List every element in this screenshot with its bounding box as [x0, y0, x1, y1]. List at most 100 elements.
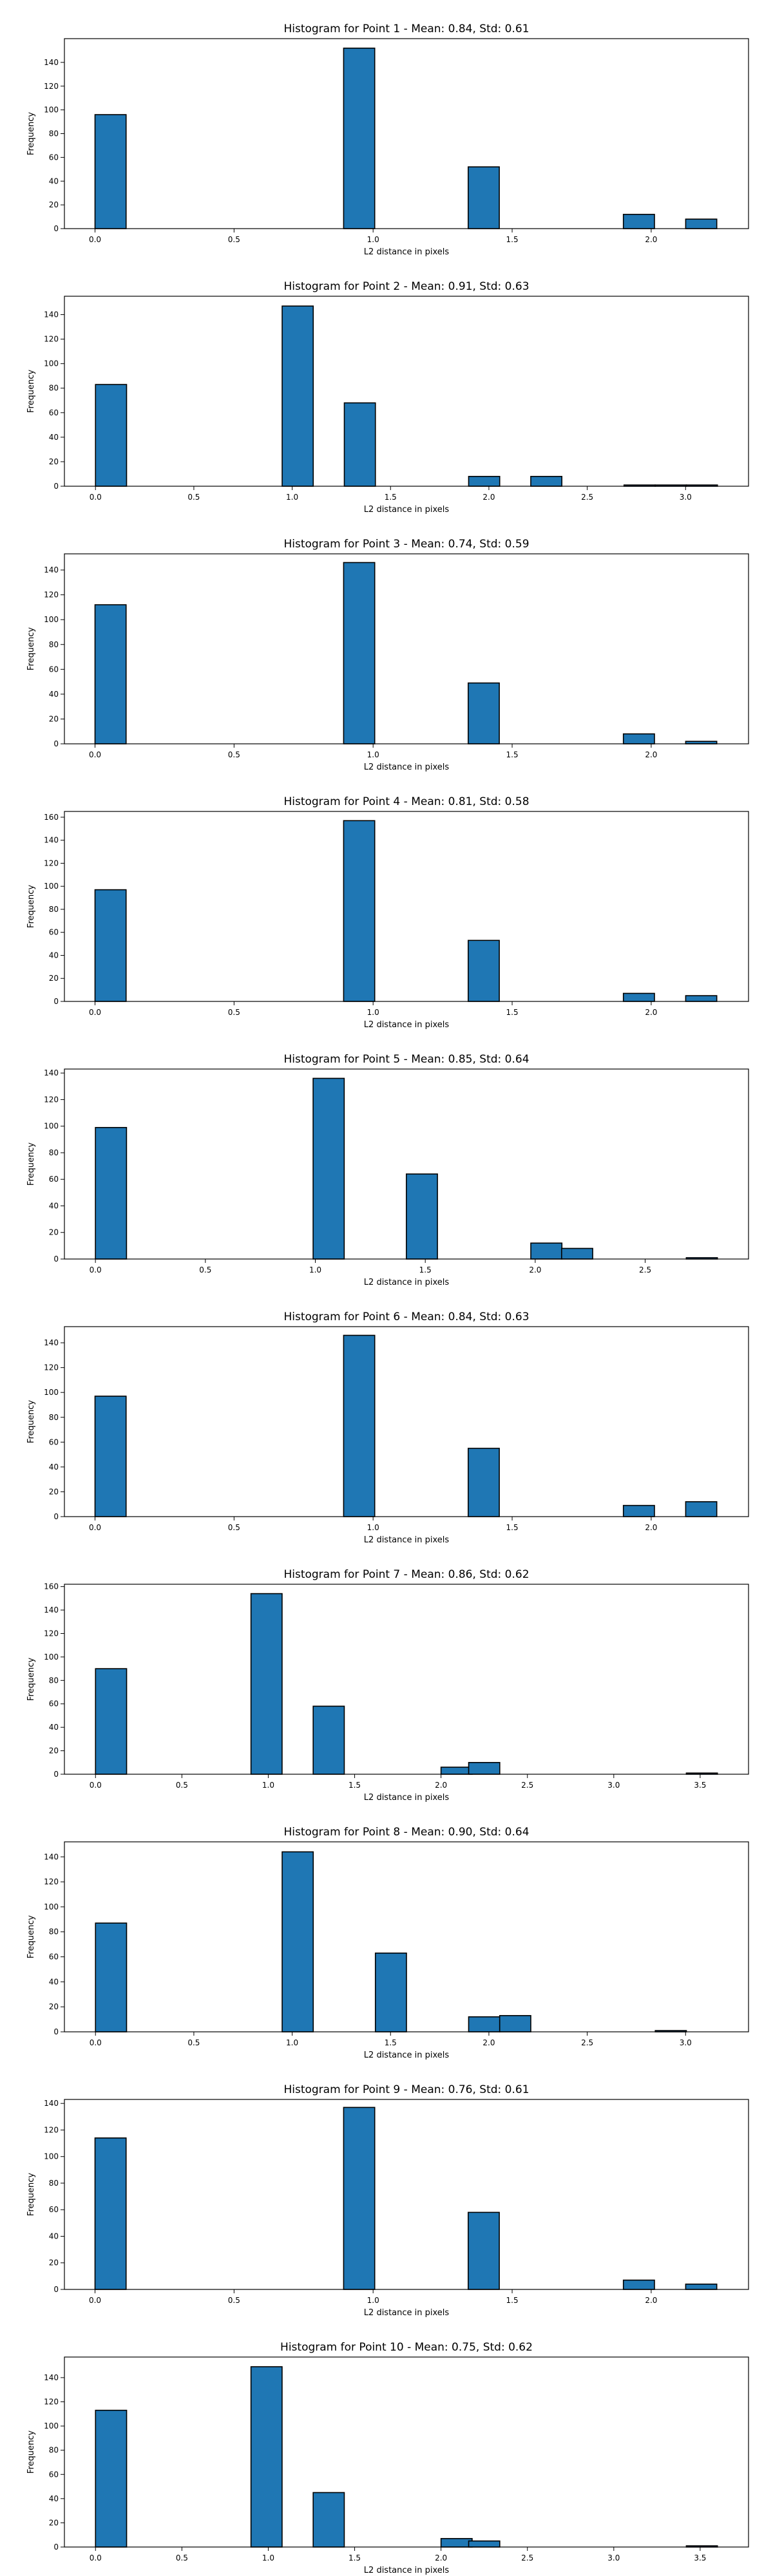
histogram-bar [468, 2016, 501, 2032]
plot-frame [64, 38, 749, 229]
y-tick-label: 0 [53, 739, 59, 748]
plot-frame [64, 2356, 749, 2548]
histogram-bar [622, 2279, 655, 2290]
y-tick-label: 120 [44, 1363, 59, 1372]
histogram-panel-9: Histogram for Point 9 - Mean: 0.76, Std:… [26, 2083, 749, 2318]
x-axis-label: L2 distance in pixels [364, 1793, 450, 1803]
x-tick-label: 1.0 [286, 493, 298, 502]
histogram-bar [468, 682, 500, 744]
y-tick-label: 140 [44, 1852, 59, 1861]
y-tick-label: 140 [44, 1605, 59, 1615]
y-tick-label: 100 [44, 1653, 59, 1662]
y-tick-label: 100 [44, 2421, 59, 2430]
y-tick-label: 100 [44, 1388, 59, 1397]
plot-frame [64, 1841, 749, 2032]
x-tick-label: 2.0 [645, 235, 657, 244]
histogram-bar [95, 1668, 128, 1775]
y-tick-label: 120 [44, 82, 59, 91]
x-axis-label: L2 distance in pixels [364, 505, 450, 515]
histogram-bar [622, 214, 655, 229]
histogram-bar [685, 218, 718, 229]
y-tick-label: 20 [49, 974, 59, 983]
y-tick-label: 60 [49, 2205, 59, 2214]
y-tick-label: 80 [49, 2179, 59, 2188]
x-tick-label: 1.5 [385, 2038, 397, 2047]
y-tick-label: 80 [49, 1927, 59, 1937]
x-axis-label: L2 distance in pixels [364, 1535, 450, 1545]
y-tick-label: 80 [49, 384, 59, 393]
y-tick-label: 20 [49, 1487, 59, 1496]
chart-title: Histogram for Point 9 - Mean: 0.76, Std:… [283, 2083, 529, 2096]
histogram-bar [312, 1077, 345, 1260]
y-tick-label: 120 [44, 591, 59, 600]
y-tick-label: 40 [49, 1201, 59, 1210]
x-tick-label: 3.0 [680, 493, 692, 502]
histogram-panel-5: Histogram for Point 5 - Mean: 0.85, Std:… [26, 1053, 749, 1287]
x-tick-label: 0.5 [176, 1781, 188, 1790]
x-tick-label: 0.0 [89, 1008, 101, 1017]
x-tick-label: 0.0 [89, 235, 101, 244]
histogram-bar [622, 733, 655, 744]
y-axis-label: Frequency [26, 370, 36, 413]
chart-title: Histogram for Point 6 - Mean: 0.84, Std:… [283, 1311, 529, 1323]
y-tick-label: 0 [53, 1512, 59, 1521]
x-tick-label: 2.0 [435, 1781, 447, 1790]
x-tick-label: 1.5 [385, 493, 397, 502]
chart-title: Histogram for Point 2 - Mean: 0.91, Std:… [283, 280, 529, 293]
y-tick-label: 140 [44, 58, 59, 67]
x-tick-label: 0.0 [89, 750, 101, 759]
histogram-bar [312, 1705, 345, 1775]
y-tick-label: 40 [49, 1723, 59, 1732]
plot-frame [64, 1584, 749, 1775]
y-tick-label: 20 [49, 2259, 59, 2268]
histogram-bar [622, 992, 655, 1002]
y-tick-label: 20 [49, 457, 59, 466]
y-tick-label: 100 [44, 359, 59, 368]
y-tick-label: 0 [53, 2027, 59, 2036]
y-tick-label: 80 [49, 1676, 59, 1685]
histogram-bar [440, 2538, 473, 2548]
x-tick-label: 0.0 [90, 2038, 102, 2047]
chart-title: Histogram for Point 10 - Mean: 0.75, Std… [280, 2341, 533, 2354]
x-tick-label: 1.5 [506, 1008, 519, 1017]
histogram-panel-10: Histogram for Point 10 - Mean: 0.75, Std… [26, 2341, 749, 2575]
x-axis-label: L2 distance in pixels [364, 2308, 450, 2318]
x-tick-label: 1.0 [367, 2296, 379, 2305]
x-tick-label: 1.5 [506, 235, 519, 244]
histogram-bar [343, 47, 376, 229]
histogram-bar [94, 1396, 127, 1517]
histogram-bar [95, 384, 128, 487]
x-tick-label: 1.0 [262, 2553, 274, 2562]
histogram-bar [343, 402, 376, 487]
x-tick-label: 1.5 [506, 1523, 519, 1532]
histogram-bar [250, 1593, 283, 1775]
x-tick-label: 1.5 [506, 2296, 519, 2305]
y-tick-label: 0 [53, 997, 59, 1006]
histogram-bar [343, 1334, 376, 1517]
histogram-bar [622, 1504, 655, 1517]
x-tick-label: 0.5 [228, 2296, 240, 2305]
histogram-bar [343, 2107, 376, 2290]
x-tick-label: 0.5 [228, 750, 240, 759]
plot-frame [64, 2099, 749, 2290]
y-tick-label: 0 [53, 1255, 59, 1264]
y-tick-label: 40 [49, 951, 59, 960]
y-tick-label: 140 [44, 565, 59, 574]
y-tick-label: 40 [49, 1463, 59, 1472]
y-tick-label: 160 [44, 1582, 59, 1591]
plot-frame [64, 1326, 749, 1517]
y-tick-label: 120 [44, 858, 59, 867]
y-axis-label: Frequency [26, 1915, 36, 1958]
y-tick-label: 140 [44, 836, 59, 845]
y-tick-label: 20 [49, 200, 59, 209]
y-tick-label: 60 [49, 408, 59, 417]
histogram-bar [468, 166, 500, 229]
histogram-bar [94, 114, 127, 229]
histogram-bar [343, 820, 376, 1002]
histogram-bar [468, 1448, 500, 1517]
x-tick-label: 1.0 [367, 235, 379, 244]
y-tick-label: 0 [53, 2285, 59, 2294]
x-tick-label: 2.5 [581, 493, 593, 502]
x-tick-label: 1.0 [367, 750, 379, 759]
x-tick-label: 2.0 [482, 493, 495, 502]
